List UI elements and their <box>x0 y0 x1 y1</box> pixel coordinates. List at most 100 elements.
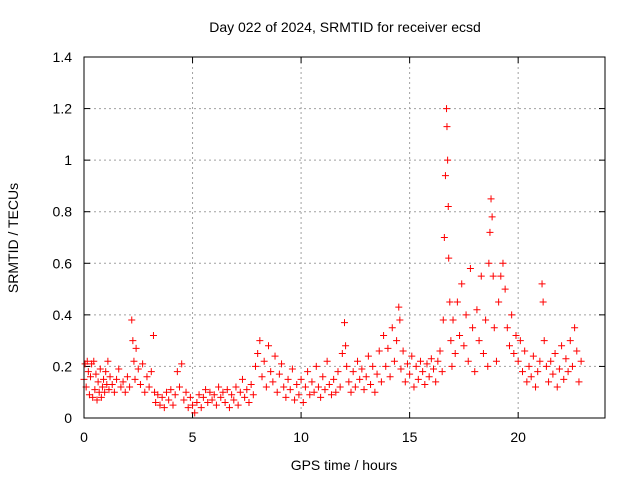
data-point <box>238 375 246 383</box>
data-point <box>306 391 314 399</box>
data-point <box>545 378 553 386</box>
data-point <box>375 347 383 355</box>
data-point <box>373 370 381 378</box>
data-point <box>225 404 233 412</box>
data-point <box>519 368 527 376</box>
data-point <box>271 352 279 360</box>
data-point <box>539 298 547 306</box>
data-point <box>412 362 420 370</box>
data-point <box>293 380 301 388</box>
data-point <box>571 324 579 332</box>
data-point <box>131 375 139 383</box>
data-point <box>93 396 101 404</box>
tick-labels: 0 0.2 0.4 0.6 0.8 1 1.2 1.4 0 5 10 15 20 <box>53 49 527 445</box>
data-point <box>453 298 461 306</box>
data-point <box>451 350 459 358</box>
data-point <box>176 383 184 391</box>
data-point <box>512 331 520 339</box>
data-point <box>534 368 542 376</box>
data-point <box>321 386 329 394</box>
data-point <box>487 195 495 203</box>
data-point <box>347 388 355 396</box>
plot-frame <box>83 56 606 419</box>
data-point <box>284 375 292 383</box>
data-point <box>152 399 160 407</box>
y-tick-label: 0.4 <box>53 307 73 323</box>
x-axis-title: GPS time / hours <box>291 457 398 473</box>
data-point <box>212 401 220 409</box>
data-point <box>396 316 404 324</box>
data-point <box>165 396 173 404</box>
data-point <box>489 272 497 280</box>
data-point <box>360 386 368 394</box>
data-point <box>523 378 531 386</box>
data-point <box>553 383 561 391</box>
data-point <box>182 388 190 396</box>
data-point <box>273 388 281 396</box>
data-point <box>110 388 118 396</box>
data-point <box>223 386 231 394</box>
data-point <box>495 298 503 306</box>
data-point <box>527 373 535 381</box>
data-point <box>399 347 407 355</box>
data-point <box>180 396 188 404</box>
data-point <box>566 337 574 345</box>
data-point <box>444 156 452 164</box>
data-point <box>555 365 563 373</box>
data-point <box>106 373 114 381</box>
data-point <box>425 373 433 381</box>
data-point <box>98 383 106 391</box>
data-point <box>94 378 102 386</box>
data-point <box>129 337 137 345</box>
data-point <box>486 228 494 236</box>
data-point <box>97 393 105 401</box>
data-point <box>446 298 454 306</box>
data-point <box>117 383 125 391</box>
data-point <box>113 375 121 383</box>
data-point <box>542 362 550 370</box>
data-point <box>441 172 449 180</box>
data-point <box>499 259 507 267</box>
data-point <box>440 234 448 241</box>
x-tick-label: 10 <box>293 429 309 445</box>
data-point <box>549 370 557 378</box>
data-point <box>362 373 370 381</box>
data-point <box>492 357 500 365</box>
data-point <box>206 388 214 396</box>
data-point <box>466 264 474 272</box>
data-point <box>317 393 325 401</box>
data-point <box>295 391 303 399</box>
data-point <box>325 380 333 388</box>
data-point <box>416 357 424 365</box>
data-point <box>485 259 493 267</box>
data-point <box>547 357 555 365</box>
data-point <box>105 386 113 394</box>
data-point <box>482 316 490 324</box>
data-point <box>427 355 435 363</box>
data-point <box>562 355 570 363</box>
data-point <box>469 324 477 332</box>
data-point <box>380 331 388 339</box>
data-points <box>80 105 585 417</box>
data-point <box>475 337 483 345</box>
data-point <box>327 391 335 399</box>
data-point <box>92 370 100 378</box>
data-point <box>439 316 447 324</box>
data-point <box>540 337 548 345</box>
data-point <box>136 380 144 388</box>
data-point <box>141 388 149 396</box>
data-point <box>573 347 581 355</box>
data-point <box>338 350 346 358</box>
data-point <box>323 357 331 365</box>
data-point <box>232 383 240 391</box>
data-point <box>184 404 192 412</box>
data-point <box>503 324 511 332</box>
data-point <box>473 306 481 314</box>
x-tick-label: 20 <box>510 429 526 445</box>
data-point <box>343 362 351 370</box>
data-point <box>436 347 444 355</box>
grid-lines <box>84 57 605 418</box>
data-point <box>354 357 362 365</box>
data-point <box>84 368 92 376</box>
